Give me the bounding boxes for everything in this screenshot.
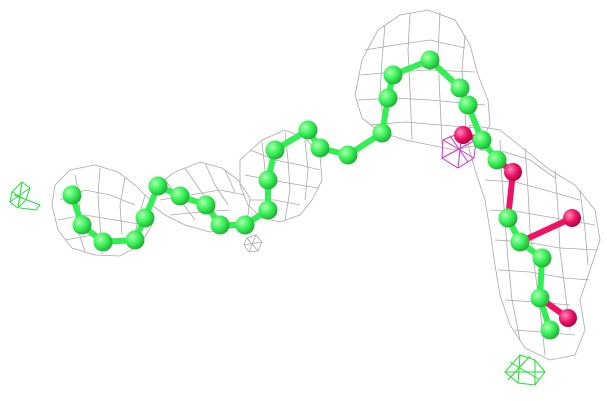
carbon-atom (540, 320, 560, 340)
carbon-atom (372, 123, 392, 143)
ligand-atoms (62, 50, 581, 340)
mesh-lobe-middle (239, 129, 323, 223)
carbon-atom (258, 170, 278, 190)
carbon-atom (125, 230, 145, 250)
oxygen-atom (559, 309, 577, 327)
mesh-lobe-right (467, 124, 601, 361)
carbon-atom (532, 248, 552, 268)
oxygen-atom (454, 126, 472, 144)
difference-mesh-positive-right (504, 354, 546, 386)
carbon-atom (148, 176, 168, 196)
carbon-atom (235, 215, 255, 235)
carbon-atom (530, 288, 550, 308)
carbon-atom (420, 50, 440, 70)
carbon-atom (196, 195, 216, 215)
oxygen-atom (563, 209, 581, 227)
carbon-atom (383, 65, 403, 85)
carbon-atom (135, 208, 155, 228)
mesh-fragment-small (243, 234, 263, 253)
carbon-atom (72, 215, 92, 235)
carbon-atom (170, 186, 190, 206)
carbon-atom (450, 78, 470, 98)
ligand-bonds (69, 57, 575, 333)
carbon-atom (62, 185, 82, 205)
carbon-atom (498, 208, 518, 228)
oxygen-atom (504, 163, 522, 181)
mesh-lobe-upper (354, 9, 491, 151)
carbon-atom (265, 140, 285, 160)
bond (517, 215, 575, 245)
carbon-atom (298, 120, 318, 140)
difference-mesh-negative (441, 131, 477, 169)
carbon-atom (378, 88, 398, 108)
carbon-atom (487, 150, 507, 170)
carbon-atom (472, 130, 492, 150)
carbon-atom (338, 145, 358, 165)
carbon-atom (510, 232, 530, 252)
electron-density-mesh (51, 9, 601, 361)
difference-mesh-positive-left (9, 181, 41, 211)
carbon-atom (458, 95, 478, 115)
mesh-bridge-1 (149, 161, 251, 233)
carbon-atom (93, 232, 113, 252)
carbon-atom (310, 138, 330, 158)
carbon-atom (258, 200, 278, 220)
carbon-atom (210, 215, 230, 235)
mesh-lobe-left (51, 164, 153, 257)
